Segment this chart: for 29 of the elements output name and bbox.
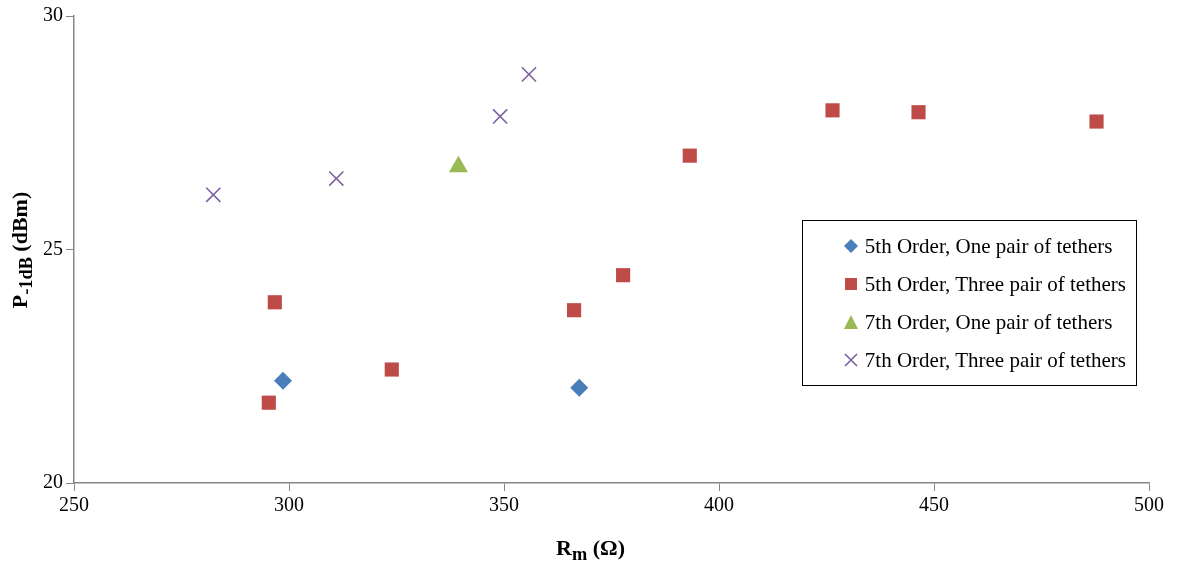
- legend-label: 7th Order, One pair of tethers: [864, 309, 1113, 335]
- legend-label: 5th Order, One pair of tethers: [864, 233, 1113, 259]
- y-tick-label: 25: [43, 236, 63, 259]
- point: [273, 371, 292, 390]
- point: [616, 268, 631, 283]
- point: [911, 105, 926, 120]
- x-tick-label: 450: [919, 493, 949, 516]
- x-tick-label: 400: [704, 493, 734, 516]
- point: [492, 108, 508, 125]
- point: [682, 148, 697, 163]
- point: [567, 303, 582, 318]
- point: [1089, 114, 1104, 129]
- legend-label: 7th Order, Three pair of tethers: [864, 347, 1126, 373]
- point: [570, 378, 589, 397]
- legend-label: 5th Order, Three pair of tethers: [864, 271, 1126, 297]
- point: [267, 295, 282, 310]
- point: [521, 66, 537, 83]
- point: [384, 362, 399, 377]
- point: [825, 103, 840, 118]
- y-tick-label: 20: [43, 470, 63, 493]
- x-axis-title: R$_{m}$ (Ω): [555, 534, 626, 565]
- x-tick-label: 250: [59, 493, 89, 516]
- y-tick-label: 30: [43, 3, 63, 26]
- point: [261, 395, 276, 410]
- point: [205, 186, 222, 203]
- x-tick-label: 350: [489, 493, 519, 516]
- x-tick-label: 300: [274, 493, 304, 516]
- point: [328, 170, 345, 187]
- x-tick-label: 500: [1134, 493, 1164, 516]
